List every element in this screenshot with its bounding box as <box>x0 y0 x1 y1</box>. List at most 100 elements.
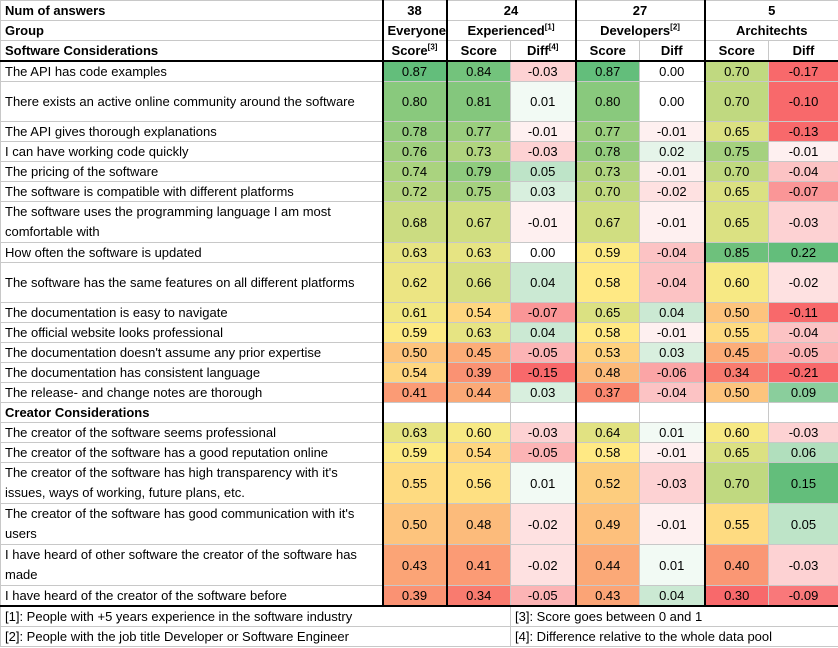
diff-cell: 0.00 <box>639 81 705 122</box>
score-cell: 0.67 <box>574 201 640 243</box>
diff-cell: -0.03 <box>767 544 838 586</box>
score-cell: 0.63 <box>381 242 447 263</box>
diff-cell: -0.02 <box>767 262 838 303</box>
footnote-3: [3]: Score goes between 0 and 1 <box>509 605 838 627</box>
score-cell: 0.39 <box>381 585 447 607</box>
score-cell: 0.77 <box>574 121 640 142</box>
count-experienced: 24 <box>445 0 576 21</box>
score-cell: 0.77 <box>445 121 511 142</box>
diff-cell: -0.07 <box>767 181 838 202</box>
diff-cell: 0.03 <box>510 382 576 403</box>
score-cell: 0.70 <box>703 81 769 122</box>
diff-cell: -0.11 <box>767 302 838 323</box>
table-body: The API has code examples 0.87 0.84 -0.03 0.… <box>0 60 838 607</box>
section-title: Software Considerations <box>0 40 383 62</box>
score-cell: 0.70 <box>703 161 769 182</box>
row-label: I can have working code quickly <box>0 141 383 162</box>
score-cell: 0.43 <box>381 544 447 586</box>
score-cell: 0.60 <box>703 262 769 303</box>
diff-cell: -0.01 <box>767 141 838 162</box>
score-cell: 0.55 <box>703 322 769 343</box>
row-label: How often the software is updated <box>0 242 383 263</box>
row-label: The creator of the software has good com… <box>0 503 383 545</box>
diff-cell: 0.03 <box>510 181 576 202</box>
score-cell: 0.41 <box>381 382 447 403</box>
count-architects: 5 <box>703 0 838 21</box>
diff-cell: -0.04 <box>639 242 705 263</box>
score-cell: 0.54 <box>381 362 447 383</box>
score-cell: 0.78 <box>574 141 640 162</box>
score-cell: 0.34 <box>445 585 511 607</box>
empty-cell <box>381 402 447 423</box>
table-row: The software has the same features on al… <box>0 262 838 303</box>
score-cell: 0.39 <box>445 362 511 383</box>
score-cell: 0.45 <box>445 342 511 363</box>
sublabel-score: Score[3] <box>381 40 447 62</box>
row-label: The software uses the programming langua… <box>0 201 383 243</box>
diff-cell: -0.04 <box>639 382 705 403</box>
sublabel-score: Score <box>574 40 640 62</box>
table-row: The API gives thorough explanations 0.78 0… <box>0 121 838 142</box>
diff-cell: -0.01 <box>639 322 705 343</box>
sublabel-score: Score <box>445 40 511 62</box>
table-row: The pricing of the software 0.74 0.79 0.05 0… <box>0 161 838 182</box>
empty-cell <box>574 402 640 423</box>
score-cell: 0.52 <box>574 462 640 504</box>
diff-cell: -0.05 <box>510 342 576 363</box>
score-cell: 0.73 <box>445 141 511 162</box>
score-cell: 0.60 <box>703 422 769 443</box>
score-cell: 0.55 <box>703 503 769 545</box>
table-row: I have heard of the creator of the softw… <box>0 585 838 607</box>
score-cell: 0.40 <box>703 544 769 586</box>
score-cell: 0.56 <box>445 462 511 504</box>
table-header: Num of answers 38 24 27 5 Group Everyone… <box>0 0 838 62</box>
footnote-row: [2]: People with the job title Developer… <box>0 626 838 647</box>
empty-cell <box>510 402 576 423</box>
header-row-groups: Group Everyone Experienced[1] Developers… <box>0 20 838 41</box>
score-cell: 0.63 <box>445 322 511 343</box>
table-row: The software is compatible with differen… <box>0 181 838 202</box>
score-cell: 0.64 <box>574 422 640 443</box>
diff-cell: -0.03 <box>639 462 705 504</box>
empty-cell <box>767 402 838 423</box>
score-cell: 0.75 <box>445 181 511 202</box>
row-label: The release- and change notes are thorou… <box>0 382 383 403</box>
diff-cell: 0.05 <box>510 161 576 182</box>
table-row: The software uses the programming langua… <box>0 201 838 243</box>
footnote-row: [1]: People with +5 years experience in … <box>0 605 838 627</box>
score-cell: 0.58 <box>574 322 640 343</box>
table-row: There exists an active online community … <box>0 81 838 122</box>
diff-cell: -0.04 <box>639 262 705 303</box>
diff-cell: 0.04 <box>510 322 576 343</box>
score-cell: 0.80 <box>574 81 640 122</box>
count-developers: 27 <box>574 0 705 21</box>
score-cell: 0.65 <box>703 442 769 463</box>
row-label: The documentation is easy to navigate <box>0 302 383 323</box>
table-row: I can have working code quickly 0.76 0.73-… <box>0 141 838 162</box>
group-label: Group <box>0 20 383 41</box>
table-footnotes: [1]: People with +5 years experience in … <box>0 605 838 647</box>
diff-cell: -0.05 <box>510 442 576 463</box>
score-cell: 0.48 <box>574 362 640 383</box>
row-label: The API has code examples <box>0 60 383 82</box>
empty-cell <box>445 402 511 423</box>
score-cell: 0.65 <box>703 121 769 142</box>
num-answers-label: Num of answers <box>0 0 383 21</box>
row-label: There exists an active online community … <box>0 81 383 122</box>
row-label: The creator of the software has a good r… <box>0 442 383 463</box>
section-header-row: Creator Considerations <box>0 402 838 423</box>
score-cell: 0.50 <box>703 302 769 323</box>
diff-cell: -0.07 <box>510 302 576 323</box>
score-cell: 0.34 <box>703 362 769 383</box>
score-cell: 0.78 <box>381 121 447 142</box>
diff-cell: 0.00 <box>510 242 576 263</box>
score-cell: 0.70 <box>703 60 769 82</box>
score-cell: 0.65 <box>574 302 640 323</box>
table-row: The creator of the software has high tra… <box>0 462 838 504</box>
row-label: The creator of the software seems profes… <box>0 422 383 443</box>
diff-cell: -0.02 <box>639 181 705 202</box>
table-row: The release- and change notes are thorou… <box>0 382 838 403</box>
diff-cell: -0.06 <box>639 362 705 383</box>
score-cell: 0.73 <box>574 161 640 182</box>
table-row: The creator of the software has good com… <box>0 503 838 545</box>
